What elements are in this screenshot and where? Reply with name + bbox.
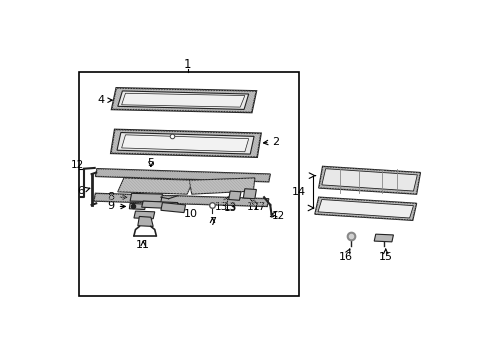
Polygon shape — [138, 216, 153, 226]
Polygon shape — [122, 135, 248, 152]
Polygon shape — [118, 91, 248, 109]
Text: 1: 1 — [183, 58, 191, 71]
Bar — [79, 72, 298, 296]
Text: 13: 13 — [223, 202, 236, 212]
Polygon shape — [95, 169, 270, 182]
Text: 13: 13 — [223, 203, 236, 213]
Text: 9: 9 — [107, 202, 125, 211]
Polygon shape — [118, 178, 193, 194]
Text: 6: 6 — [77, 186, 90, 196]
Polygon shape — [321, 169, 416, 191]
Text: 5: 5 — [147, 158, 154, 167]
Text: 7: 7 — [208, 217, 216, 227]
Polygon shape — [373, 234, 393, 242]
Text: 14: 14 — [291, 187, 305, 197]
Polygon shape — [129, 203, 145, 210]
Polygon shape — [228, 191, 241, 200]
Polygon shape — [318, 166, 420, 194]
Text: 17: 17 — [250, 200, 266, 212]
Polygon shape — [317, 199, 413, 218]
Polygon shape — [189, 178, 254, 194]
Text: 3: 3 — [178, 137, 192, 147]
Text: 4: 4 — [98, 95, 112, 105]
Text: 12: 12 — [271, 211, 285, 221]
Polygon shape — [117, 132, 254, 154]
Text: 10: 10 — [183, 209, 198, 219]
Polygon shape — [134, 211, 154, 219]
Polygon shape — [111, 88, 256, 112]
Text: 11: 11 — [136, 240, 150, 250]
Polygon shape — [142, 201, 178, 209]
Polygon shape — [94, 193, 268, 206]
Text: 8: 8 — [107, 192, 126, 202]
Text: 13: 13 — [214, 197, 228, 212]
Text: 12: 12 — [71, 160, 84, 170]
Text: 16: 16 — [338, 249, 352, 262]
Polygon shape — [130, 193, 162, 202]
Polygon shape — [161, 203, 185, 213]
Text: 15: 15 — [378, 249, 392, 262]
Polygon shape — [243, 189, 256, 199]
Text: 17: 17 — [246, 202, 260, 212]
Polygon shape — [111, 130, 261, 157]
Text: 2: 2 — [263, 137, 279, 147]
Polygon shape — [122, 93, 244, 107]
Polygon shape — [314, 197, 416, 220]
